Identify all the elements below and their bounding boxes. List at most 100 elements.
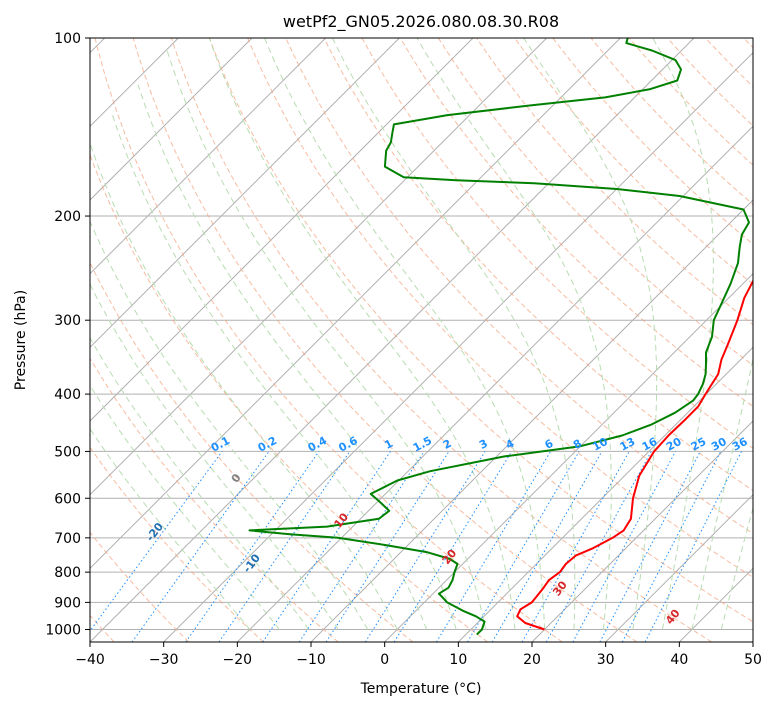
dry-adiabat-line bbox=[90, 261, 414, 642]
y-axis-label: Pressure (hPa) bbox=[13, 290, 29, 390]
isotherm-line bbox=[678, 567, 753, 642]
x-tick-label: 40 bbox=[670, 652, 688, 668]
moist-adiabat-line bbox=[166, 50, 487, 630]
mixing-ratio-label: 4 bbox=[504, 437, 517, 452]
dry-adiabat-line bbox=[590, 38, 753, 206]
dry-adiabat-line bbox=[399, 38, 753, 408]
mixing-ratio-label: 10 bbox=[590, 435, 610, 454]
dry-adiabat-line bbox=[170, 38, 712, 642]
x-tick-label: 0 bbox=[380, 652, 389, 668]
mixing-ratio-line bbox=[521, 451, 630, 642]
dry-adiabat-line bbox=[94, 38, 563, 642]
dry-adiabat-line bbox=[704, 38, 753, 88]
plot-frame bbox=[89, 37, 754, 643]
isotherm-line bbox=[384, 272, 753, 642]
dry-adiabat-line bbox=[437, 38, 753, 366]
dry-adiabat-line bbox=[90, 531, 190, 642]
background-lines bbox=[90, 38, 753, 642]
x-axis: −40 −30 −20 −10 0 10 20 30 40 50 bbox=[75, 642, 762, 668]
moist-adiabat-line bbox=[90, 283, 339, 630]
dry-adiabat-line bbox=[742, 38, 753, 49]
isotherm-line bbox=[163, 51, 753, 642]
x-tick-label: 10 bbox=[449, 652, 467, 668]
y-tick-label: 600 bbox=[54, 491, 81, 507]
isotherm-line bbox=[90, 38, 695, 642]
moist-adiabat-line bbox=[90, 427, 251, 630]
mixing-ratio-line bbox=[218, 451, 351, 642]
moist-adiabat-line bbox=[652, 38, 714, 630]
x-axis-label: Temperature (°C) bbox=[360, 681, 482, 697]
mixing-ratio-line bbox=[435, 451, 552, 642]
moist-adiabat-line bbox=[416, 38, 612, 630]
mixing-ratio-label: 13 bbox=[618, 435, 638, 454]
dry-adiabat-line bbox=[514, 38, 753, 285]
y-axis: 100 200 300 400 500 600 700 800 900 1000 bbox=[45, 31, 90, 638]
x-tick-label: 50 bbox=[744, 652, 762, 668]
y-tick-label: 1000 bbox=[45, 622, 81, 638]
isotherm-line bbox=[752, 641, 753, 642]
isotherm-line bbox=[457, 346, 753, 642]
dry-adiabat-line bbox=[323, 38, 753, 492]
y-tick-label: 900 bbox=[54, 595, 81, 611]
profile-lines bbox=[248, 38, 753, 636]
chart-title: wetPf2_GN05.2026.080.08.30.R08 bbox=[283, 12, 559, 32]
mixing-ratio-label: 16 bbox=[640, 435, 660, 454]
y-tick-label: 400 bbox=[54, 387, 81, 403]
mixing-ratio-lines bbox=[90, 451, 742, 642]
y-tick-label: 800 bbox=[54, 565, 81, 581]
isotherm-line bbox=[236, 125, 753, 642]
dry-adiabat-line bbox=[208, 38, 753, 623]
y-tick-label: 300 bbox=[54, 313, 81, 329]
moist-adiabat-line bbox=[137, 84, 457, 630]
moist-adiabat-line bbox=[691, 356, 753, 630]
mixing-ratio-line bbox=[364, 451, 486, 642]
mixing-ratio-line bbox=[599, 451, 701, 642]
mixing-ratio-line bbox=[262, 451, 391, 642]
moist-adiabat-line bbox=[720, 506, 753, 630]
x-tick-label: 30 bbox=[597, 652, 615, 668]
mixing-ratio-line bbox=[491, 451, 603, 642]
mixing-ratio-line bbox=[131, 451, 270, 642]
dry-adiabat-line bbox=[666, 38, 753, 127]
isotherm-line bbox=[90, 38, 253, 201]
dry-adiabat-label: 30 bbox=[550, 578, 570, 598]
isotherm-line bbox=[90, 38, 548, 496]
mixing-ratio-line bbox=[545, 451, 652, 642]
isotherm-line bbox=[605, 493, 753, 642]
dry-adiabat-line bbox=[90, 357, 339, 642]
y-tick-label: 700 bbox=[54, 531, 81, 547]
dry-adiabat-line bbox=[361, 38, 753, 449]
mixing-ratio-line bbox=[90, 451, 223, 632]
dry-adiabat-line bbox=[90, 446, 264, 642]
dry-adiabat-line bbox=[475, 38, 753, 326]
y-tick-label: 100 bbox=[54, 31, 81, 47]
mixing-ratio-label: 30 bbox=[709, 435, 729, 454]
dry-adiabat-line bbox=[247, 38, 753, 578]
y-tick-label: 200 bbox=[54, 209, 81, 225]
mixing-ratio-line bbox=[185, 451, 320, 642]
x-tick-label: −40 bbox=[75, 652, 105, 668]
x-tick-label: −10 bbox=[296, 652, 326, 668]
dry-adiabat-line bbox=[285, 38, 753, 535]
x-tick-label: −30 bbox=[149, 652, 179, 668]
isotherm-line bbox=[90, 38, 400, 349]
mixing-ratio-label: 25 bbox=[689, 435, 709, 454]
x-tick-label: 20 bbox=[523, 652, 541, 668]
dry-adiabat-label: -20 bbox=[144, 520, 167, 544]
y-tick-label: 500 bbox=[54, 444, 81, 460]
moist-adiabat-line bbox=[90, 384, 280, 630]
isotherm-line bbox=[310, 199, 753, 642]
mixing-ratio-line bbox=[325, 451, 450, 642]
isotherm-line bbox=[90, 38, 327, 275]
isotherm-line bbox=[90, 38, 474, 422]
mixing-ratio-line bbox=[467, 451, 580, 642]
mixing-ratio-label: 3 bbox=[477, 437, 490, 452]
moist-adiabat-line bbox=[90, 337, 310, 630]
dry-adiabat-line bbox=[90, 153, 488, 642]
mixing-ratio-label: 2 bbox=[441, 437, 454, 452]
mixing-ratio-line bbox=[298, 451, 425, 642]
moist-adiabat-line bbox=[112, 114, 428, 630]
moist-adiabat-line bbox=[90, 141, 398, 630]
moist-adiabat-line bbox=[331, 38, 576, 630]
